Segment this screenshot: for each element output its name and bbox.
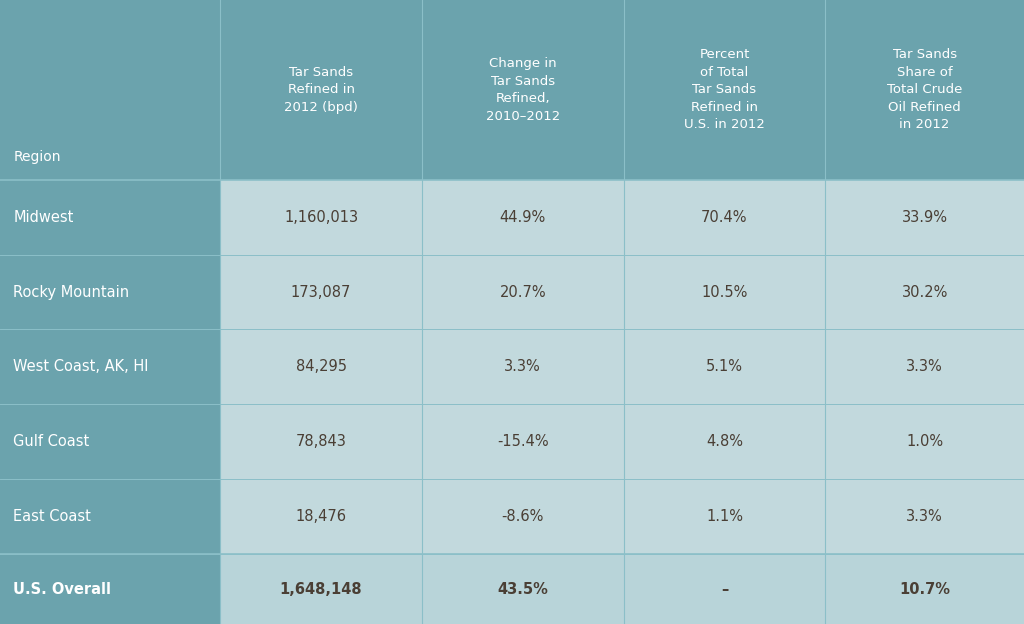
Text: 1,648,148: 1,648,148 bbox=[280, 582, 362, 597]
Text: -15.4%: -15.4% bbox=[497, 434, 549, 449]
Bar bbox=[0, 329, 220, 404]
Bar bbox=[220, 180, 1024, 255]
Text: 33.9%: 33.9% bbox=[902, 210, 947, 225]
Text: Tar Sands
Refined in
2012 (bpd): Tar Sands Refined in 2012 (bpd) bbox=[284, 66, 358, 114]
Text: 1,160,013: 1,160,013 bbox=[284, 210, 358, 225]
Text: 20.7%: 20.7% bbox=[500, 285, 546, 300]
Bar bbox=[220, 479, 1024, 554]
Bar bbox=[0, 0, 1024, 180]
Text: –: – bbox=[721, 582, 728, 597]
Text: Region: Region bbox=[13, 150, 60, 164]
Text: 10.5%: 10.5% bbox=[701, 285, 748, 300]
Text: 3.3%: 3.3% bbox=[906, 509, 943, 524]
Text: 84,295: 84,295 bbox=[296, 359, 346, 374]
Text: Gulf Coast: Gulf Coast bbox=[13, 434, 89, 449]
Text: 3.3%: 3.3% bbox=[906, 359, 943, 374]
Text: Change in
Tar Sands
Refined,
2010–2012: Change in Tar Sands Refined, 2010–2012 bbox=[485, 57, 560, 122]
Text: Tar Sands
Share of
Total Crude
Oil Refined
in 2012: Tar Sands Share of Total Crude Oil Refin… bbox=[887, 48, 963, 132]
Text: West Coast, AK, HI: West Coast, AK, HI bbox=[13, 359, 148, 374]
Bar bbox=[220, 554, 1024, 624]
Text: 70.4%: 70.4% bbox=[701, 210, 748, 225]
Bar bbox=[220, 404, 1024, 479]
Text: Midwest: Midwest bbox=[13, 210, 74, 225]
Bar bbox=[0, 479, 220, 554]
Text: 1.0%: 1.0% bbox=[906, 434, 943, 449]
Text: 173,087: 173,087 bbox=[291, 285, 351, 300]
Text: 4.8%: 4.8% bbox=[706, 434, 743, 449]
Text: 78,843: 78,843 bbox=[296, 434, 346, 449]
Text: 18,476: 18,476 bbox=[296, 509, 346, 524]
Text: 30.2%: 30.2% bbox=[901, 285, 948, 300]
Text: 10.7%: 10.7% bbox=[899, 582, 950, 597]
Text: -8.6%: -8.6% bbox=[502, 509, 544, 524]
Text: 5.1%: 5.1% bbox=[706, 359, 743, 374]
Text: Percent
of Total
Tar Sands
Refined in
U.S. in 2012: Percent of Total Tar Sands Refined in U.… bbox=[684, 48, 765, 132]
Bar bbox=[0, 255, 220, 329]
Text: 43.5%: 43.5% bbox=[498, 582, 548, 597]
Bar bbox=[220, 329, 1024, 404]
Bar bbox=[220, 255, 1024, 329]
Text: 3.3%: 3.3% bbox=[505, 359, 541, 374]
Bar bbox=[0, 180, 220, 255]
Text: East Coast: East Coast bbox=[13, 509, 91, 524]
Text: 44.9%: 44.9% bbox=[500, 210, 546, 225]
Bar bbox=[0, 554, 220, 624]
Text: 1.1%: 1.1% bbox=[706, 509, 743, 524]
Bar bbox=[0, 404, 220, 479]
Text: Rocky Mountain: Rocky Mountain bbox=[13, 285, 129, 300]
Text: U.S. Overall: U.S. Overall bbox=[13, 582, 112, 597]
